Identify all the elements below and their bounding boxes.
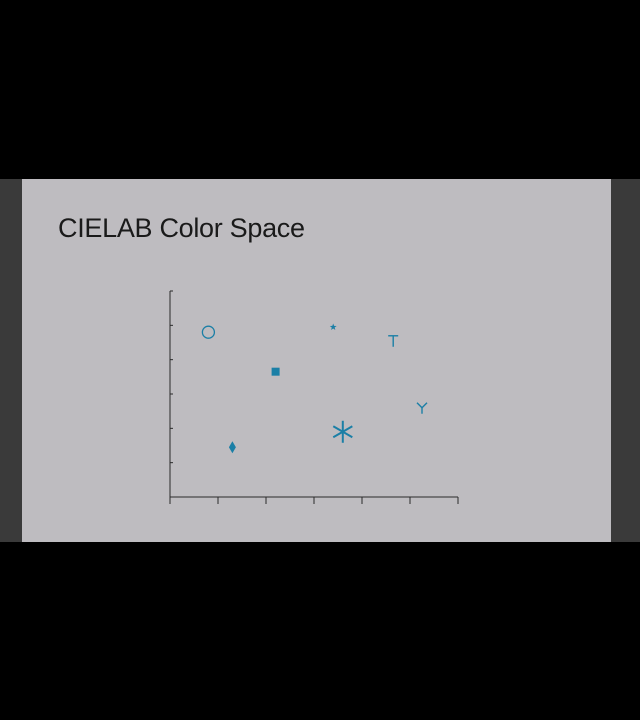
chart-axes [169,290,459,504]
circle-icon [201,325,216,339]
diamond-shape [228,441,236,454]
left-side-panel [0,179,22,542]
scatter-chart [169,290,459,504]
square-shape [271,367,280,376]
tri-up-icon [416,402,428,414]
tri-down-icon [388,335,399,347]
circle-shape [201,325,216,339]
asterisk-arm [332,425,353,439]
right-side-panel [611,179,640,542]
asterisk-icon [332,420,353,443]
diamond-icon [228,441,236,454]
chart-points [201,323,428,454]
star-shape [329,323,337,330]
square-icon [271,367,280,376]
tri-up-left-arm [416,402,423,409]
slide-title: CIELAB Color Space [58,213,305,243]
star-icon [329,323,337,330]
tri-up-right-arm [421,402,428,409]
presentation-slide: CIELAB Color Space [22,179,611,542]
